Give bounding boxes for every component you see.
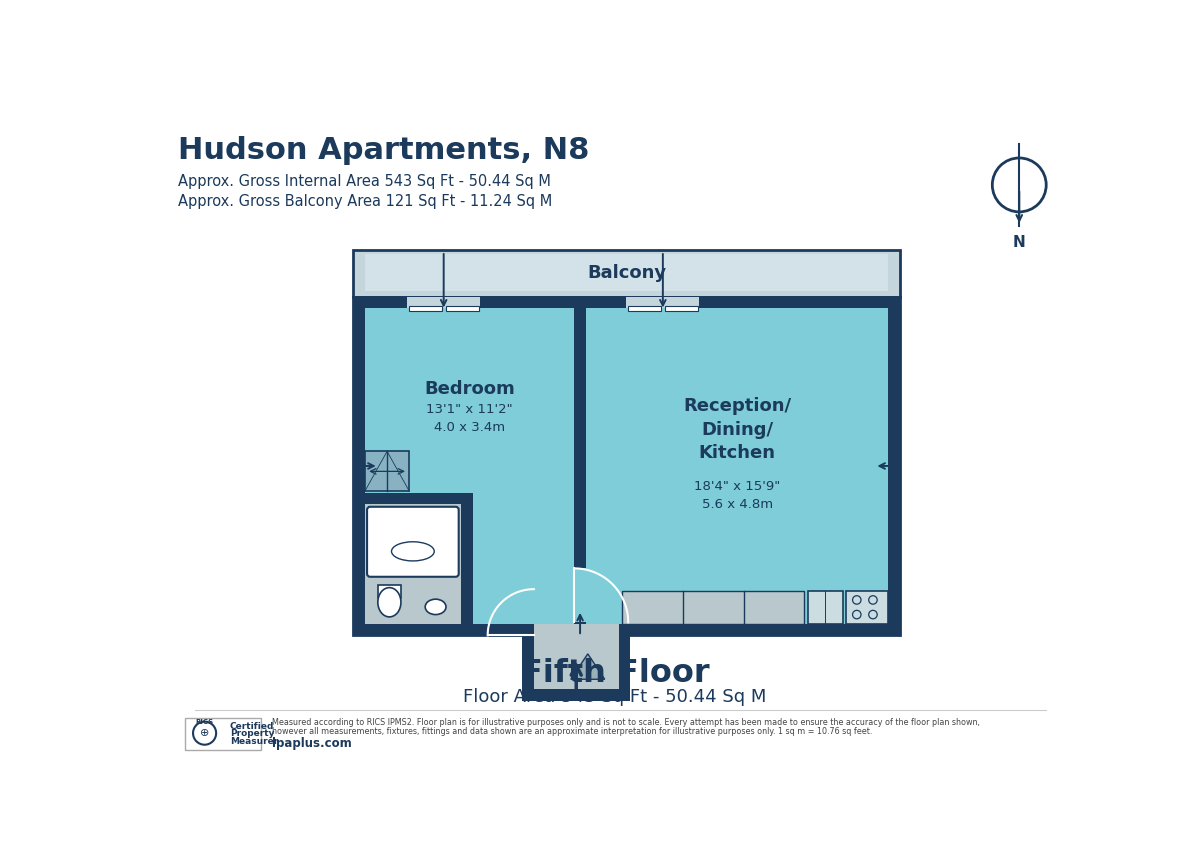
Ellipse shape <box>378 588 401 616</box>
Text: Measurer: Measurer <box>230 737 278 746</box>
Text: Fifth Floor: Fifth Floor <box>521 658 709 689</box>
Text: however all measurements, fixtures, fittings and data shown are an approximate i: however all measurements, fixtures, fitt… <box>272 727 872 736</box>
Text: 5.6 x 4.8m: 5.6 x 4.8m <box>702 498 773 511</box>
Bar <box>365 505 461 624</box>
Bar <box>628 306 661 311</box>
Bar <box>365 308 575 624</box>
Bar <box>445 306 479 311</box>
Text: Reception/
Dining/
Kitchen: Reception/ Dining/ Kitchen <box>683 397 791 462</box>
Text: Floor Area 543 Sq Ft - 50.44 Sq M: Floor Area 543 Sq Ft - 50.44 Sq M <box>463 688 767 706</box>
Text: Certified: Certified <box>230 722 275 731</box>
Text: Bedroom: Bedroom <box>424 380 515 398</box>
Bar <box>353 250 900 297</box>
Text: N: N <box>1013 235 1026 250</box>
Bar <box>846 592 888 624</box>
Bar <box>461 505 473 624</box>
Bar <box>534 625 580 637</box>
Bar <box>522 624 630 700</box>
Bar <box>626 297 700 308</box>
Text: 13'1" x 11'2": 13'1" x 11'2" <box>426 404 512 416</box>
Bar <box>185 717 260 750</box>
Text: RICS: RICS <box>196 718 214 724</box>
Bar <box>575 308 586 624</box>
Text: lpaplus.com: lpaplus.com <box>272 737 352 750</box>
Text: Approx. Gross Balcony Area 121 Sq Ft - 11.24 Sq M: Approx. Gross Balcony Area 121 Sq Ft - 1… <box>178 194 552 209</box>
Bar <box>407 297 480 308</box>
Bar <box>575 568 586 622</box>
Text: Approx. Gross Internal Area 543 Sq Ft - 50.44 Sq M: Approx. Gross Internal Area 543 Sq Ft - … <box>178 174 551 188</box>
Text: 18'4" x 15'9": 18'4" x 15'9" <box>694 480 780 494</box>
Text: 4.0 x 3.4m: 4.0 x 3.4m <box>434 421 505 434</box>
Bar <box>623 592 804 624</box>
Bar <box>808 592 842 624</box>
Bar <box>365 493 473 505</box>
Ellipse shape <box>391 542 434 561</box>
Bar <box>353 297 900 635</box>
Bar <box>365 254 888 291</box>
Bar <box>665 306 698 311</box>
Bar <box>534 624 618 635</box>
Bar <box>534 635 618 689</box>
Text: Measured according to RICS IPMS2. Floor plan is for illustrative purposes only a: Measured according to RICS IPMS2. Floor … <box>272 718 980 727</box>
Text: Balcony: Balcony <box>587 265 666 282</box>
FancyBboxPatch shape <box>367 507 458 577</box>
Text: Property: Property <box>230 729 275 739</box>
Bar <box>365 451 409 491</box>
Bar <box>586 308 888 624</box>
Bar <box>378 585 401 599</box>
Polygon shape <box>571 654 605 679</box>
Text: Hudson Apartments, N8: Hudson Apartments, N8 <box>178 136 589 165</box>
Text: ⊕: ⊕ <box>200 728 209 738</box>
Ellipse shape <box>425 600 446 615</box>
Bar <box>409 306 442 311</box>
